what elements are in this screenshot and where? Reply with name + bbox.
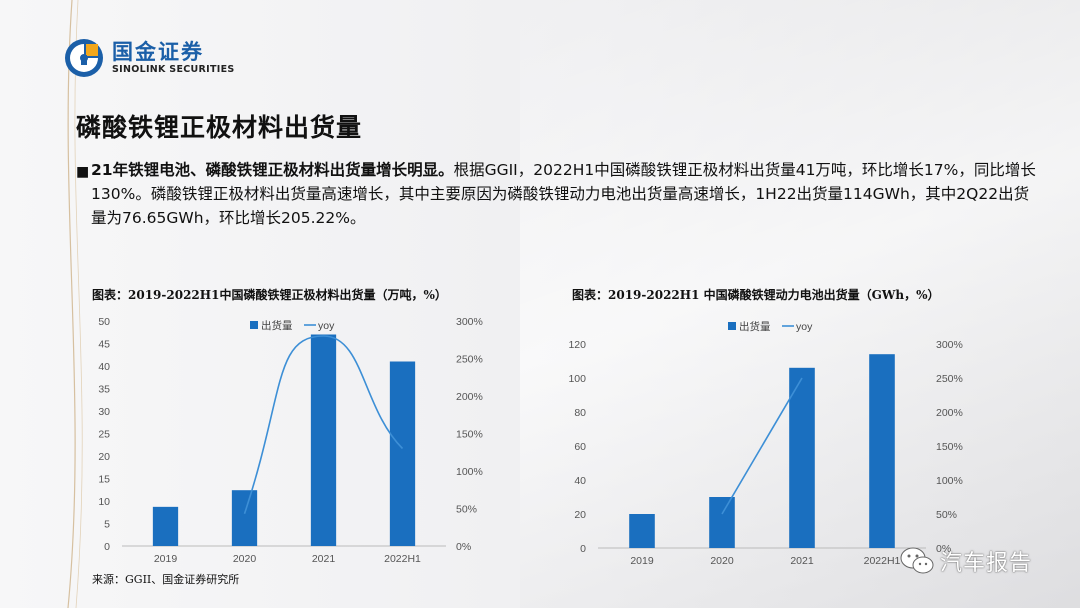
- bar-2019: [152, 506, 179, 546]
- bar-2021: [789, 367, 815, 548]
- y2-tick-label: 100%: [456, 466, 483, 478]
- y2-tick-label: 0%: [936, 543, 951, 555]
- y-tick-label: 20: [98, 451, 110, 463]
- chart1-shipment-cathode: 0 5 10 15 20 25 30 35 40 45 50 0% 50% 100% 150% 200% 250…: [98, 316, 483, 565]
- x-tick-label: 2022H1: [384, 553, 421, 565]
- bar-2020: [231, 490, 258, 546]
- y-tick-label: 60: [574, 441, 586, 453]
- x-tick-label: 2019: [154, 553, 178, 565]
- y2-tick-label: 250%: [936, 373, 963, 385]
- chart2-shipment-battery: 0 20 40 60 80 100 120 0% 50% 100% 150% 200% 250% 300%…: [568, 320, 963, 567]
- page-title: 磷酸铁锂正极材料出货量: [76, 113, 363, 142]
- bullet-icon: ■: [76, 164, 90, 180]
- y2-tick-label: 300%: [456, 316, 483, 328]
- x-tick-label: 2020: [710, 555, 734, 567]
- y2-tick-label: 250%: [456, 354, 483, 366]
- source-note: 来源：GGII、国金证券研究所: [92, 573, 240, 586]
- yoy-line: [243, 335, 404, 515]
- y-tick-label: 100: [568, 373, 586, 385]
- y2-tick-label: 200%: [936, 407, 963, 419]
- x-tick-label: 2022H1: [864, 555, 901, 567]
- legend-line-label: yoy: [796, 321, 813, 333]
- x-tick-label: 2020: [233, 553, 257, 565]
- y2-tick-label: 0%: [456, 541, 471, 553]
- y2-tick-label: 50%: [456, 504, 477, 516]
- y-tick-label: 0: [104, 541, 110, 553]
- brand-name-cn: 国金证券: [112, 40, 204, 64]
- chart2-title: 图表：2019-2022H1 中国磷酸铁锂动力电池出货量（GWh，%）: [572, 288, 940, 302]
- summary-paragraph: ■ 21年铁锂电池、磷酸铁锂正极材料出货量增长明显。根据GGII，2022H1中…: [76, 158, 1036, 230]
- chart1-title: 图表：2019-2022H1中国磷酸铁锂正极材料出货量（万吨，%）: [92, 288, 447, 302]
- y-tick-label: 20: [574, 509, 586, 521]
- y2-tick-label: 200%: [456, 391, 483, 403]
- legend-bar-label: 出货量: [261, 319, 293, 332]
- bar-2022H1: [869, 354, 895, 548]
- y-tick-label: 80: [574, 407, 586, 419]
- legend-bar-swatch: [728, 322, 736, 330]
- bar-2020: [709, 497, 735, 548]
- y-tick-label: 25: [98, 429, 110, 441]
- y2-tick-label: 100%: [936, 475, 963, 487]
- decorative-lines: [67, 0, 83, 608]
- watermark-text: 汽车报告: [940, 551, 1033, 576]
- y-tick-label: 0: [580, 543, 586, 555]
- brand-logo: 国金证券 SINOLINK SECURITIES: [64, 38, 235, 78]
- legend-line-label: yoy: [318, 320, 335, 332]
- y-tick-label: 45: [98, 339, 110, 351]
- wechat-icon: [900, 547, 934, 574]
- summary-text: 根据GGII，2022H1中国磷酸铁锂正极材料出货量41万吨，环比增长17%，同…: [91, 161, 1036, 227]
- y2-tick-label: 50%: [936, 509, 957, 521]
- legend-bar-swatch: [250, 321, 258, 329]
- yoy-line: [721, 377, 803, 515]
- y-tick-label: 40: [574, 475, 586, 487]
- bar-2021: [310, 334, 337, 546]
- summary-bold: 21年铁锂电池、磷酸铁锂正极材料出货量增长明显。: [91, 161, 454, 179]
- brand-name-en: SINOLINK SECURITIES: [112, 64, 235, 75]
- x-tick-label: 2019: [630, 555, 654, 567]
- y-tick-label: 35: [98, 384, 110, 396]
- y-tick-label: 40: [98, 361, 110, 373]
- y-tick-label: 50: [98, 316, 110, 328]
- bar-2019: [629, 514, 655, 548]
- y2-tick-label: 300%: [936, 339, 963, 351]
- x-tick-label: 2021: [790, 555, 814, 567]
- y2-tick-label: 150%: [936, 441, 963, 453]
- y-tick-label: 30: [98, 406, 110, 418]
- legend-bar-label: 出货量: [739, 320, 771, 333]
- y-tick-label: 5: [104, 519, 110, 531]
- y2-tick-label: 150%: [456, 429, 483, 441]
- y-tick-label: 10: [98, 496, 110, 508]
- logo-icon: [65, 39, 103, 77]
- y-tick-label: 15: [98, 474, 110, 486]
- x-tick-label: 2021: [312, 553, 336, 565]
- watermark: 汽车报告: [900, 545, 1032, 577]
- bar-2022H1: [389, 361, 416, 546]
- y-tick-label: 120: [568, 339, 586, 351]
